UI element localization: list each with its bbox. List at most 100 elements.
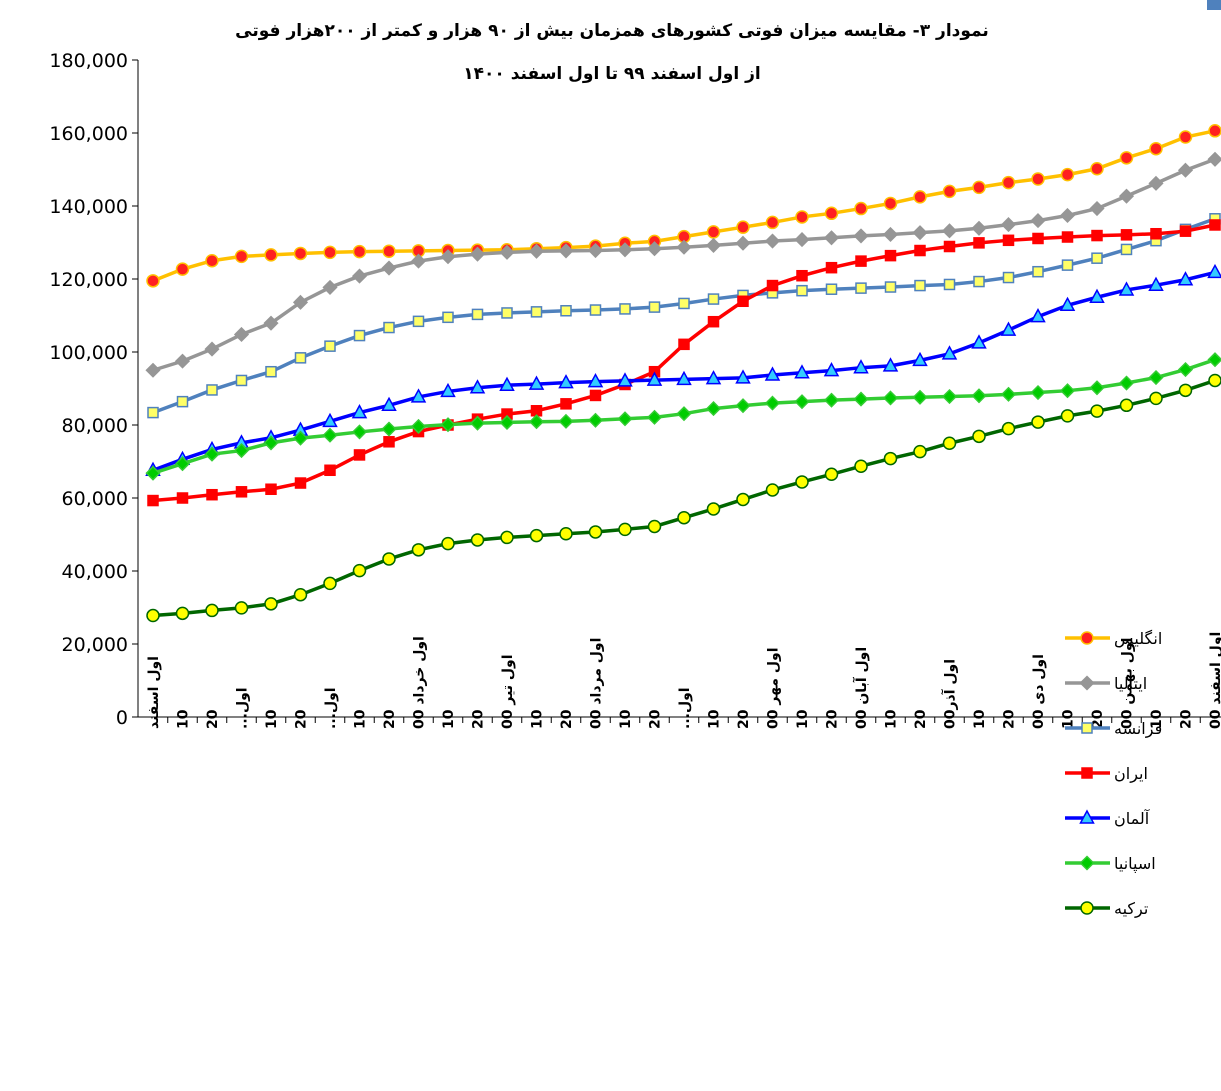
legend-label: ایران xyxy=(1114,764,1148,784)
data-point xyxy=(324,246,336,258)
x-tick-label: 10 xyxy=(530,709,546,729)
x-tick-label: 10 xyxy=(707,709,723,729)
data-point xyxy=(206,604,218,616)
x-tick-label: اول آبان 00 xyxy=(852,647,870,729)
y-tick-label: 120,000 xyxy=(49,269,128,291)
data-point xyxy=(914,446,926,458)
x-tick-label: 10 xyxy=(441,709,457,729)
x-tick-label: 20 xyxy=(382,709,398,729)
data-point xyxy=(178,397,188,407)
data-point xyxy=(738,296,748,306)
x-tick-label: اول اسفند 00 xyxy=(1208,632,1221,729)
x-tick-label: اول... xyxy=(323,687,339,729)
data-point xyxy=(914,191,926,203)
data-point xyxy=(974,277,984,287)
data-point xyxy=(768,281,778,291)
legend-marker xyxy=(1082,768,1092,778)
data-point xyxy=(1180,384,1192,396)
data-point xyxy=(678,512,690,524)
data-point xyxy=(207,490,217,500)
legend-label: ایتالیا xyxy=(1114,674,1147,693)
data-point xyxy=(855,203,867,215)
data-point xyxy=(856,283,866,293)
data-point xyxy=(945,242,955,252)
x-tick-label: 20 xyxy=(736,709,752,729)
y-tick-label: 20,000 xyxy=(62,634,128,656)
data-point xyxy=(737,493,749,505)
data-point xyxy=(737,221,749,233)
data-point xyxy=(679,339,689,349)
x-tick-label: 10 xyxy=(353,709,369,729)
x-tick-label: 20 xyxy=(205,709,221,729)
data-point xyxy=(650,302,660,312)
data-point xyxy=(325,341,335,351)
x-tick-label: اول... xyxy=(235,687,251,729)
data-point xyxy=(1032,416,1044,428)
data-point xyxy=(383,553,395,565)
data-point xyxy=(827,263,837,273)
data-point xyxy=(767,216,779,228)
data-point xyxy=(944,437,956,449)
data-point xyxy=(148,408,158,418)
data-point xyxy=(148,496,158,506)
data-point xyxy=(1033,267,1043,277)
chart-subtitle: از اول اسفند ۹۹ تا اول اسفند ۱۴۰۰ xyxy=(463,64,760,84)
data-point xyxy=(442,538,454,550)
x-tick-label: 20 xyxy=(471,709,487,729)
data-point xyxy=(856,256,866,266)
data-point xyxy=(1210,220,1220,230)
x-tick-label: اول اسفند xyxy=(146,656,162,729)
data-point xyxy=(915,281,925,291)
data-point xyxy=(591,390,601,400)
data-point xyxy=(973,430,985,442)
corner-tab xyxy=(1207,0,1221,10)
data-point xyxy=(295,589,307,601)
y-tick-label: 80,000 xyxy=(62,415,128,437)
data-point xyxy=(885,197,897,209)
data-point xyxy=(177,607,189,619)
data-point xyxy=(1209,125,1221,137)
data-point xyxy=(561,399,571,409)
data-point xyxy=(355,331,365,341)
data-point xyxy=(826,468,838,480)
data-point xyxy=(473,309,483,319)
x-tick-label: 20 xyxy=(1179,709,1195,729)
data-point xyxy=(501,531,513,543)
data-point xyxy=(619,523,631,535)
data-point xyxy=(560,528,572,540)
data-point xyxy=(1033,233,1043,243)
data-point xyxy=(1151,229,1161,239)
legend-label: ترکیه xyxy=(1114,899,1148,919)
data-point xyxy=(324,577,336,589)
legend-label: انگلیس xyxy=(1114,629,1162,649)
legend-label: فرانسه xyxy=(1114,719,1162,739)
x-tick-label: 10 xyxy=(264,709,280,729)
data-point xyxy=(855,460,867,472)
y-tick-label: 60,000 xyxy=(62,488,128,510)
data-point xyxy=(207,385,217,395)
data-point xyxy=(1003,177,1015,189)
y-tick-label: 0 xyxy=(116,707,128,729)
x-tick-label: اول دی 00 xyxy=(1031,654,1047,729)
data-point xyxy=(383,245,395,257)
data-point xyxy=(266,484,276,494)
y-tick-label: 180,000 xyxy=(49,50,128,72)
data-point xyxy=(265,249,277,261)
data-point xyxy=(296,353,306,363)
chart-title: نمودار ۳- مقایسه میزان فوتی کشورهای همزم… xyxy=(235,21,989,41)
data-point xyxy=(354,565,366,577)
data-point xyxy=(590,526,602,538)
data-point xyxy=(1003,423,1015,435)
data-point xyxy=(1004,235,1014,245)
data-point xyxy=(1032,173,1044,185)
data-point xyxy=(796,211,808,223)
data-point xyxy=(1150,392,1162,404)
data-point xyxy=(620,304,630,314)
y-tick-label: 140,000 xyxy=(49,196,128,218)
data-point xyxy=(886,282,896,292)
y-tick-label: 40,000 xyxy=(62,561,128,583)
legend-label: آلمان xyxy=(1114,809,1151,828)
data-point xyxy=(1122,244,1132,254)
